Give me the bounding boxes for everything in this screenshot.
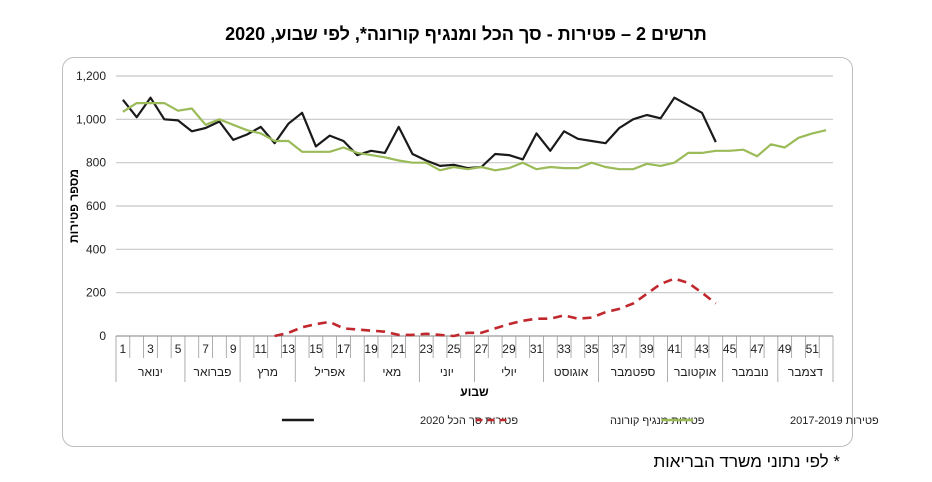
x-tick-label: 13 (282, 342, 296, 356)
source-footnote: * לפי נתוני משרד הבריאות (653, 452, 840, 471)
x-tick-label: 7 (202, 342, 209, 356)
x-tick-label: 37 (613, 342, 627, 356)
month-label: נובמבר (732, 365, 769, 379)
month-label: ינואר (138, 365, 163, 379)
x-tick-label: 51 (806, 342, 820, 356)
y-axis-label: מספר פטירות (67, 169, 81, 243)
x-tick-label: 15 (309, 342, 323, 356)
x-tick-label: 27 (475, 342, 489, 356)
x-tick-label: 1 (120, 342, 127, 356)
x-tick-label: 45 (723, 342, 737, 356)
series-line-2 (122, 101, 827, 172)
y-tick-label: 0 (99, 329, 106, 343)
series-line-1 (274, 277, 717, 338)
x-tick-label: 39 (640, 342, 654, 356)
month-label: מאי (382, 365, 401, 379)
month-label: אוגוסט (554, 365, 589, 379)
x-tick-label: 25 (447, 342, 461, 356)
month-label: פברואר (194, 365, 232, 379)
month-label: דצמבר (788, 365, 823, 379)
y-tick-label: 1,200 (76, 69, 106, 83)
x-tick-label: 17 (337, 342, 351, 356)
month-label: אפריל (314, 365, 345, 379)
chart-frame (62, 57, 853, 447)
y-tick-label: 200 (86, 286, 106, 300)
x-tick-label: 49 (778, 342, 792, 356)
x-tick-label: 29 (502, 342, 516, 356)
y-tick-label: 600 (86, 199, 106, 213)
x-tick-label: 43 (695, 342, 709, 356)
month-label: יולי (501, 365, 517, 379)
month-label: אוקטובר (674, 365, 717, 379)
x-tick-label: 19 (364, 342, 378, 356)
x-tick-label: 33 (557, 342, 571, 356)
legend-label: פטירות סך הכל 2020 (420, 414, 518, 427)
x-axis-label: שבוע (460, 385, 489, 399)
month-label: ספטמבר (611, 365, 656, 379)
series-line-0 (122, 96, 717, 170)
legend-label: פטירות מנגיף קורונה (610, 415, 705, 427)
y-tick-label: 1,000 (76, 112, 106, 126)
x-tick-label: 5 (175, 342, 182, 356)
x-tick-label: 3 (147, 342, 154, 356)
x-tick-label: 41 (668, 342, 682, 356)
x-tick-label: 31 (530, 342, 544, 356)
y-tick-label: 400 (86, 242, 106, 256)
x-tick-label: 23 (420, 342, 434, 356)
month-label: יוני (440, 365, 454, 379)
x-tick-label: 35 (585, 342, 599, 356)
chart-title: תרשים 2 – פטירות - סך הכל ומנגיף קורונה*… (225, 24, 707, 44)
y-tick-label: 800 (86, 156, 106, 170)
x-tick-label: 9 (230, 342, 237, 356)
legend-label: פטירות 2017-2019 (790, 415, 879, 427)
x-tick-label: 21 (392, 342, 406, 356)
x-tick-label: 11 (255, 342, 268, 356)
x-tick-label: 47 (750, 342, 764, 356)
month-label: מרץ (257, 365, 278, 379)
